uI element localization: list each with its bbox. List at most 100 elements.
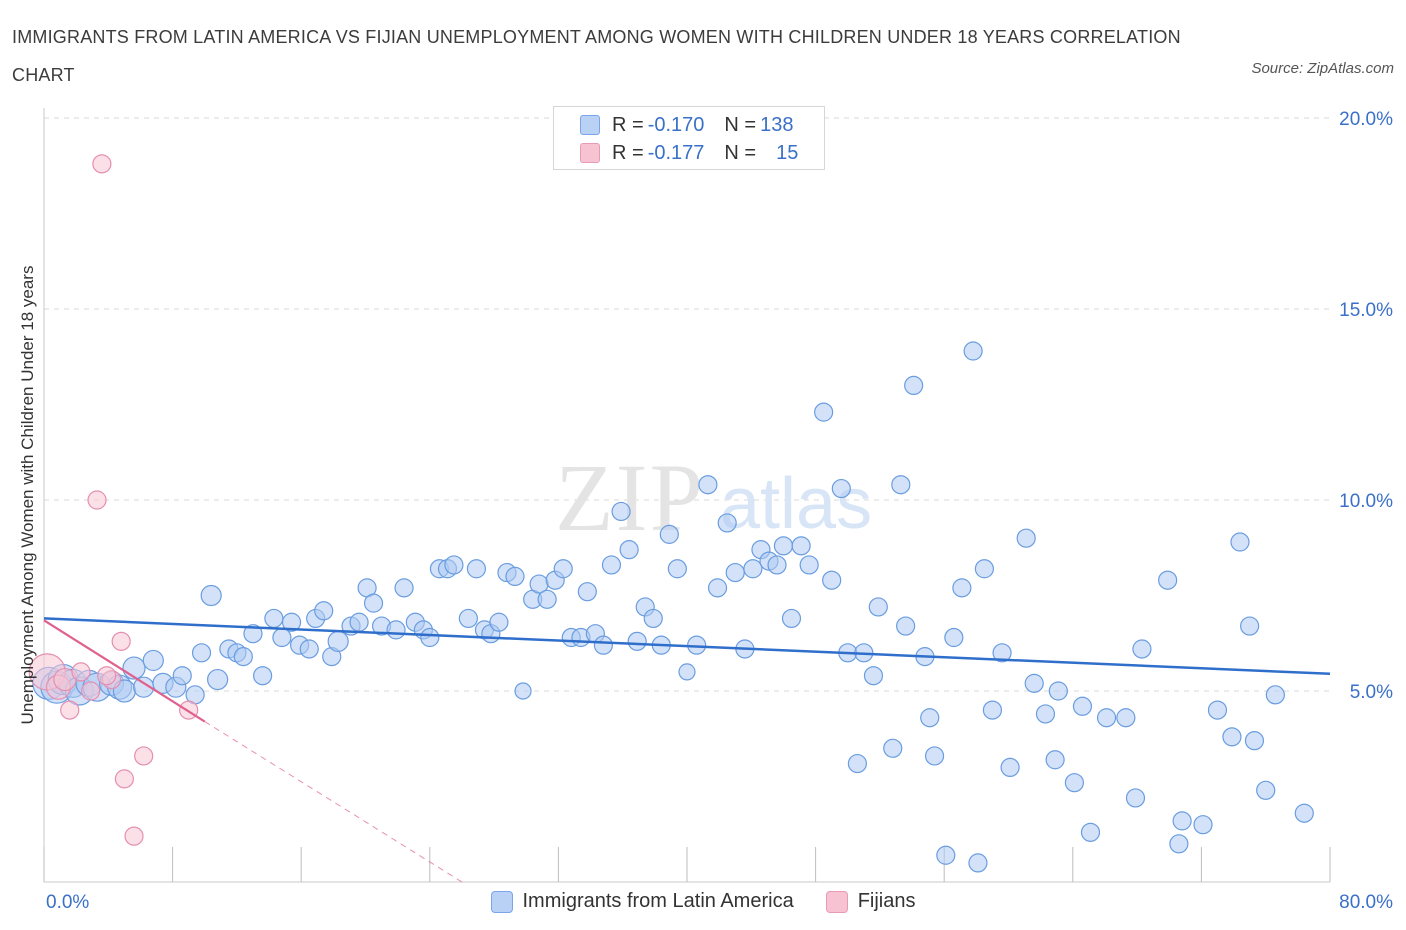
- fijian-point: [134, 746, 154, 766]
- y-tick-label: 5.0%: [1350, 682, 1393, 703]
- legend-n-value: 15: [776, 141, 799, 164]
- latin-america-point: [863, 666, 884, 686]
- latin-america-point: [920, 708, 940, 728]
- latin-america-point: [253, 666, 273, 686]
- legend-r-value: -0.177: [647, 141, 705, 164]
- latin-america-point: [781, 608, 802, 629]
- latin-america-point: [963, 341, 983, 361]
- source-credit: Source: ZipAtlas.com: [1251, 60, 1394, 77]
- latin-america-point: [1016, 528, 1036, 548]
- fijian-trend-line: [43, 619, 206, 723]
- latin-america-point: [1080, 822, 1101, 842]
- latin-america-point: [868, 597, 888, 617]
- latin-america-point: [200, 584, 222, 607]
- latin-america-point: [717, 513, 737, 533]
- latin-america-point: [1207, 700, 1228, 720]
- latin-america-point: [281, 612, 302, 632]
- latin-america-point: [698, 475, 718, 495]
- latin-america-point: [1064, 773, 1085, 793]
- latin-america-point: [1193, 815, 1213, 835]
- latin-america-point: [386, 620, 406, 640]
- watermark-zip: ZIP: [555, 444, 705, 551]
- latin-america-point: [896, 616, 916, 636]
- latin-america-point: [363, 593, 384, 613]
- x-tick-label: 80.0%: [1339, 892, 1393, 913]
- latin-america-point: [1230, 532, 1250, 552]
- y-tick-label: 10.0%: [1339, 491, 1393, 512]
- latin-america-point: [891, 475, 911, 495]
- latin-america-point: [904, 375, 924, 395]
- latin-america-point: [314, 601, 334, 621]
- latin-america-point: [1240, 616, 1260, 636]
- latin-america-point: [968, 853, 988, 873]
- latin-america-point: [1256, 780, 1276, 800]
- latin-america-point: [627, 631, 647, 651]
- latin-america-point: [992, 643, 1012, 663]
- latin-america-point: [974, 559, 994, 579]
- grid: [44, 117, 1330, 692]
- latin-america-point: [172, 666, 192, 686]
- latin-america-point: [611, 501, 631, 522]
- x-tick-label: 0.0%: [46, 892, 89, 913]
- latin-america-point: [505, 566, 525, 587]
- fijian-point: [111, 631, 131, 651]
- watermark-atlas: atlas: [720, 464, 872, 544]
- latin-america-point: [725, 562, 745, 583]
- latin-america-point: [1000, 757, 1020, 778]
- latin-america-point: [191, 643, 212, 663]
- latin-america-point: [233, 647, 253, 667]
- trend-lines: [43, 617, 1331, 883]
- latin-america-point: [678, 663, 696, 681]
- y-tick-label: 20.0%: [1339, 109, 1393, 130]
- series-legend-label: Immigrants from Latin America: [522, 890, 794, 912]
- fijian-trend-extension: [204, 721, 463, 883]
- latin-america-point: [773, 536, 794, 556]
- latin-america-point: [1172, 811, 1192, 831]
- legend-n-value: 138: [760, 113, 794, 136]
- fijian-point: [124, 826, 144, 846]
- y-axis-label: Unemployment Among Women with Children U…: [18, 265, 37, 725]
- latin-america-point: [619, 540, 639, 560]
- latin-america-point: [243, 624, 263, 644]
- latin-america-point: [577, 582, 597, 602]
- tick-labels: 5.0% 10.0% 15.0% 20.0% 0.0% 80.0%: [46, 109, 1393, 913]
- latin-america-point: [1096, 708, 1117, 728]
- legend-row-latin-america: R = -0.170 N = 138: [580, 112, 793, 138]
- series-swatch-pink: [825, 890, 848, 913]
- latin-america-point: [299, 639, 319, 659]
- legend-swatch-pink: [580, 143, 600, 163]
- series-swatch-blue: [490, 890, 513, 913]
- latin-america-point: [1158, 570, 1178, 590]
- latin-america-point: [466, 559, 487, 579]
- latin-america-point: [743, 559, 763, 579]
- latin-america-point: [707, 578, 728, 598]
- latin-america-point: [883, 738, 903, 758]
- series-legend-latin-america: Immigrants from Latin America: [490, 890, 794, 913]
- series-legend: Immigrants from Latin America Fijians: [0, 890, 1406, 913]
- latin-america-point: [1244, 731, 1265, 751]
- latin-america-point: [601, 555, 622, 575]
- latin-america-point: [327, 630, 349, 652]
- series-legend-fijians: Fijians: [825, 890, 916, 913]
- latin-america-point: [1045, 750, 1065, 770]
- legend-r-label: R =: [612, 113, 644, 136]
- series-legend-label: Fijians: [857, 890, 916, 912]
- legend-n-label: N =: [724, 113, 757, 136]
- latin-america-point: [458, 608, 478, 629]
- fijian-point: [114, 769, 134, 789]
- latin-america-point: [514, 682, 532, 700]
- latin-america-point: [982, 700, 1003, 720]
- data-points: [28, 154, 1314, 873]
- latin-america-point: [924, 746, 945, 766]
- legend-swatch-blue: [580, 115, 600, 135]
- fijian-point: [60, 700, 80, 720]
- latin-america-point: [537, 589, 557, 609]
- latin-america-point: [142, 649, 164, 672]
- latin-america-point: [1222, 727, 1242, 747]
- fijian-point: [71, 662, 91, 682]
- latin-america-point: [936, 845, 956, 865]
- latin-america-point: [1048, 681, 1068, 701]
- latin-america-point: [799, 555, 819, 575]
- legend-row-fijians: R = -0.177 N = 15: [580, 140, 798, 166]
